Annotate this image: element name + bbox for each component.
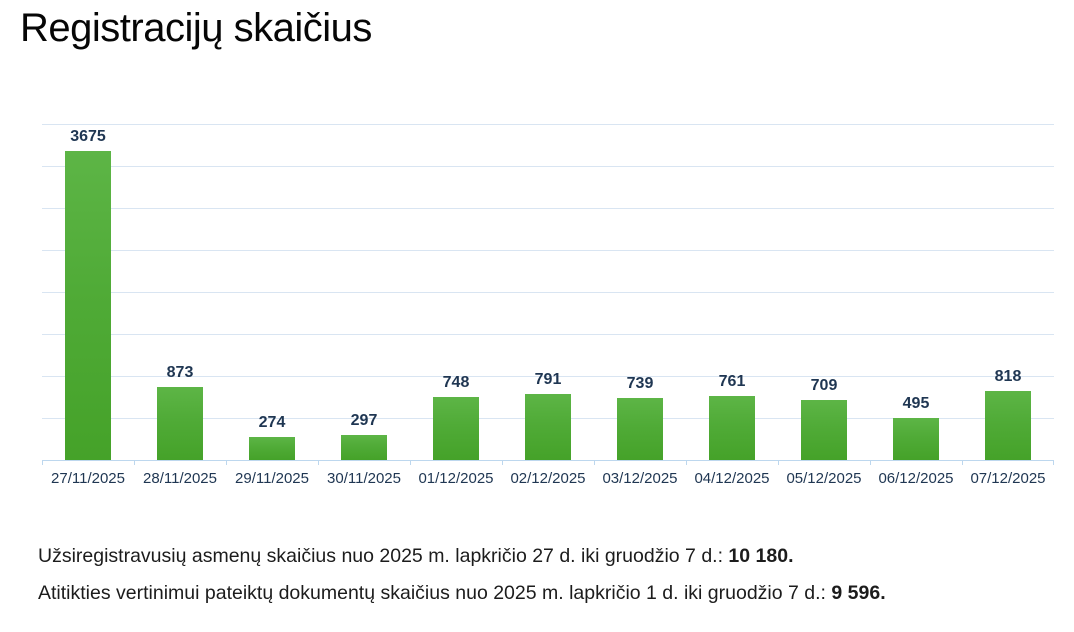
axis-tick xyxy=(778,460,779,465)
bar xyxy=(341,435,387,460)
bar-column: 873 xyxy=(134,364,226,460)
bar xyxy=(525,393,571,460)
bar xyxy=(801,400,847,460)
gridline xyxy=(42,208,1054,209)
axis-tick xyxy=(226,460,227,465)
bar-value-label: 739 xyxy=(626,374,654,392)
bar-column: 761 xyxy=(686,373,778,460)
registrations-bar-chart: 3675 27/11/2025 873 28/11/2025 274 29/11/2025… xyxy=(42,124,1054,487)
x-axis-label: 29/11/2025 xyxy=(235,470,309,487)
x-axis-label: 04/12/2025 xyxy=(694,470,770,487)
summary-line-documents: Atitikties vertinimui pateiktų dokumentų… xyxy=(38,579,886,607)
axis-tick xyxy=(870,460,871,465)
x-axis-label: 27/11/2025 xyxy=(51,470,125,487)
bar-column: 791 xyxy=(502,371,594,460)
summary-line-registered-value: 10 180. xyxy=(728,545,794,567)
bar-value-label: 748 xyxy=(442,374,470,392)
bar-value-label: 873 xyxy=(166,363,194,381)
x-axis-label: 01/12/2025 xyxy=(418,470,494,487)
axis-tick xyxy=(594,460,595,465)
bar-value-label: 818 xyxy=(994,368,1022,386)
bar-column: 274 xyxy=(226,414,318,460)
bar-value-label: 791 xyxy=(534,370,562,388)
x-axis-line xyxy=(42,460,1054,461)
bar-column: 495 xyxy=(870,395,962,460)
bar-column: 818 xyxy=(962,368,1054,460)
axis-tick xyxy=(1053,460,1054,465)
bar-value-label: 761 xyxy=(718,373,746,391)
axis-tick xyxy=(410,460,411,465)
x-axis-label: 02/12/2025 xyxy=(510,470,586,487)
axis-tick xyxy=(502,460,503,465)
bar xyxy=(617,397,663,460)
bar-column: 748 xyxy=(410,374,502,460)
x-axis-label: 03/12/2025 xyxy=(602,470,678,487)
x-axis-label: 06/12/2025 xyxy=(878,470,954,487)
gridline xyxy=(42,124,1054,125)
bar-value-label: 297 xyxy=(350,412,378,430)
x-axis-label: 05/12/2025 xyxy=(786,470,862,487)
axis-tick xyxy=(686,460,687,465)
summary-line-registered: Užsiregistravusių asmenų skaičius nuo 20… xyxy=(38,542,886,570)
bar-column: 3675 xyxy=(42,128,134,460)
x-axis-label: 28/11/2025 xyxy=(143,470,217,487)
axis-tick xyxy=(134,460,135,465)
gridline xyxy=(42,334,1054,335)
summary-line-registered-text: Užsiregistravusių asmenų skaičius nuo 20… xyxy=(38,545,723,567)
axis-tick xyxy=(318,460,319,465)
axis-tick xyxy=(42,460,43,465)
bar-value-label: 3675 xyxy=(70,128,106,146)
bar-column: 739 xyxy=(594,375,686,460)
bar-value-label: 495 xyxy=(902,395,930,413)
gridline xyxy=(42,166,1054,167)
x-axis-label: 07/12/2025 xyxy=(970,470,1046,487)
bar-column: 297 xyxy=(318,412,410,460)
summary-line-documents-value: 9 596. xyxy=(831,582,886,604)
x-axis-label: 30/11/2025 xyxy=(327,470,401,487)
bar xyxy=(433,397,479,460)
bar-value-label: 274 xyxy=(258,414,286,431)
bar-column: 709 xyxy=(778,377,870,460)
page-title: Registracijų skaičius xyxy=(20,6,372,50)
bar xyxy=(157,386,203,460)
gridline xyxy=(42,250,1054,251)
gridline xyxy=(42,376,1054,377)
bar-value-label: 709 xyxy=(810,377,838,395)
axis-tick xyxy=(962,460,963,465)
bar xyxy=(709,396,755,460)
bar xyxy=(65,151,111,460)
bar xyxy=(893,418,939,460)
summary-notes: Užsiregistravusių asmenų skaičius nuo 20… xyxy=(38,542,886,616)
summary-line-documents-text: Atitikties vertinimui pateiktų dokumentų… xyxy=(38,582,826,604)
bar xyxy=(249,437,295,460)
gridline xyxy=(42,292,1054,293)
bar xyxy=(985,391,1031,460)
